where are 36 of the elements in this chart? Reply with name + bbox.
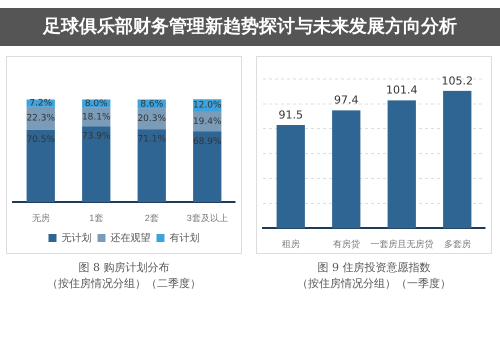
- text: （按住房情况分组）（一季度）: [296, 276, 452, 292]
- text: 图 9 住房投资意愿指数: [316, 260, 432, 276]
- bar: [82, 126, 110, 202]
- data-label: 91.5: [278, 108, 303, 122]
- data-label: 12.0%: [192, 100, 222, 111]
- data-label: 8.0%: [84, 98, 108, 109]
- data-label: 68.9%: [192, 136, 222, 147]
- legend-label: 还在观望: [110, 232, 150, 244]
- x-tick-label: 有房贷: [332, 239, 360, 250]
- x-tick-label: 租房: [282, 239, 300, 250]
- data-label: 20.3%: [137, 114, 166, 124]
- x-tick-label: 多套房: [444, 239, 471, 250]
- data-label: 97.4: [334, 94, 358, 107]
- x-tick-label: 3套及以上: [186, 213, 228, 224]
- x-tick-label: 无房: [32, 213, 50, 224]
- legend-label: 有计划: [170, 232, 200, 244]
- data-label: 101.4: [386, 84, 418, 97]
- data-label: 73.9%: [82, 132, 111, 142]
- data-label: 18.1%: [82, 112, 111, 122]
- bar: [26, 130, 55, 202]
- legend-label: 无计划: [62, 232, 92, 244]
- text: 图 8 购房计划分布: [78, 260, 170, 276]
- text: （按住房情况分组）（二季度）: [46, 276, 202, 292]
- x-tick-label: 一套房且无房贷: [370, 239, 434, 250]
- bar: [193, 131, 222, 202]
- x-tick-label: 1套: [89, 213, 104, 224]
- data-label: 70.5%: [26, 135, 56, 146]
- data-label: 71.1%: [137, 134, 166, 145]
- text: 足球俱乐部财务管理新趋势探讨与未来发展方向分析: [0, 8, 500, 46]
- data-label: 7.2%: [29, 98, 53, 109]
- data-label: 105.2: [442, 74, 473, 88]
- bar: [138, 129, 166, 202]
- data-label: 22.3%: [26, 114, 56, 124]
- data-label: 19.4%: [192, 116, 222, 127]
- x-tick-label: 2套: [144, 213, 159, 224]
- data-label: 8.6%: [140, 99, 164, 110]
